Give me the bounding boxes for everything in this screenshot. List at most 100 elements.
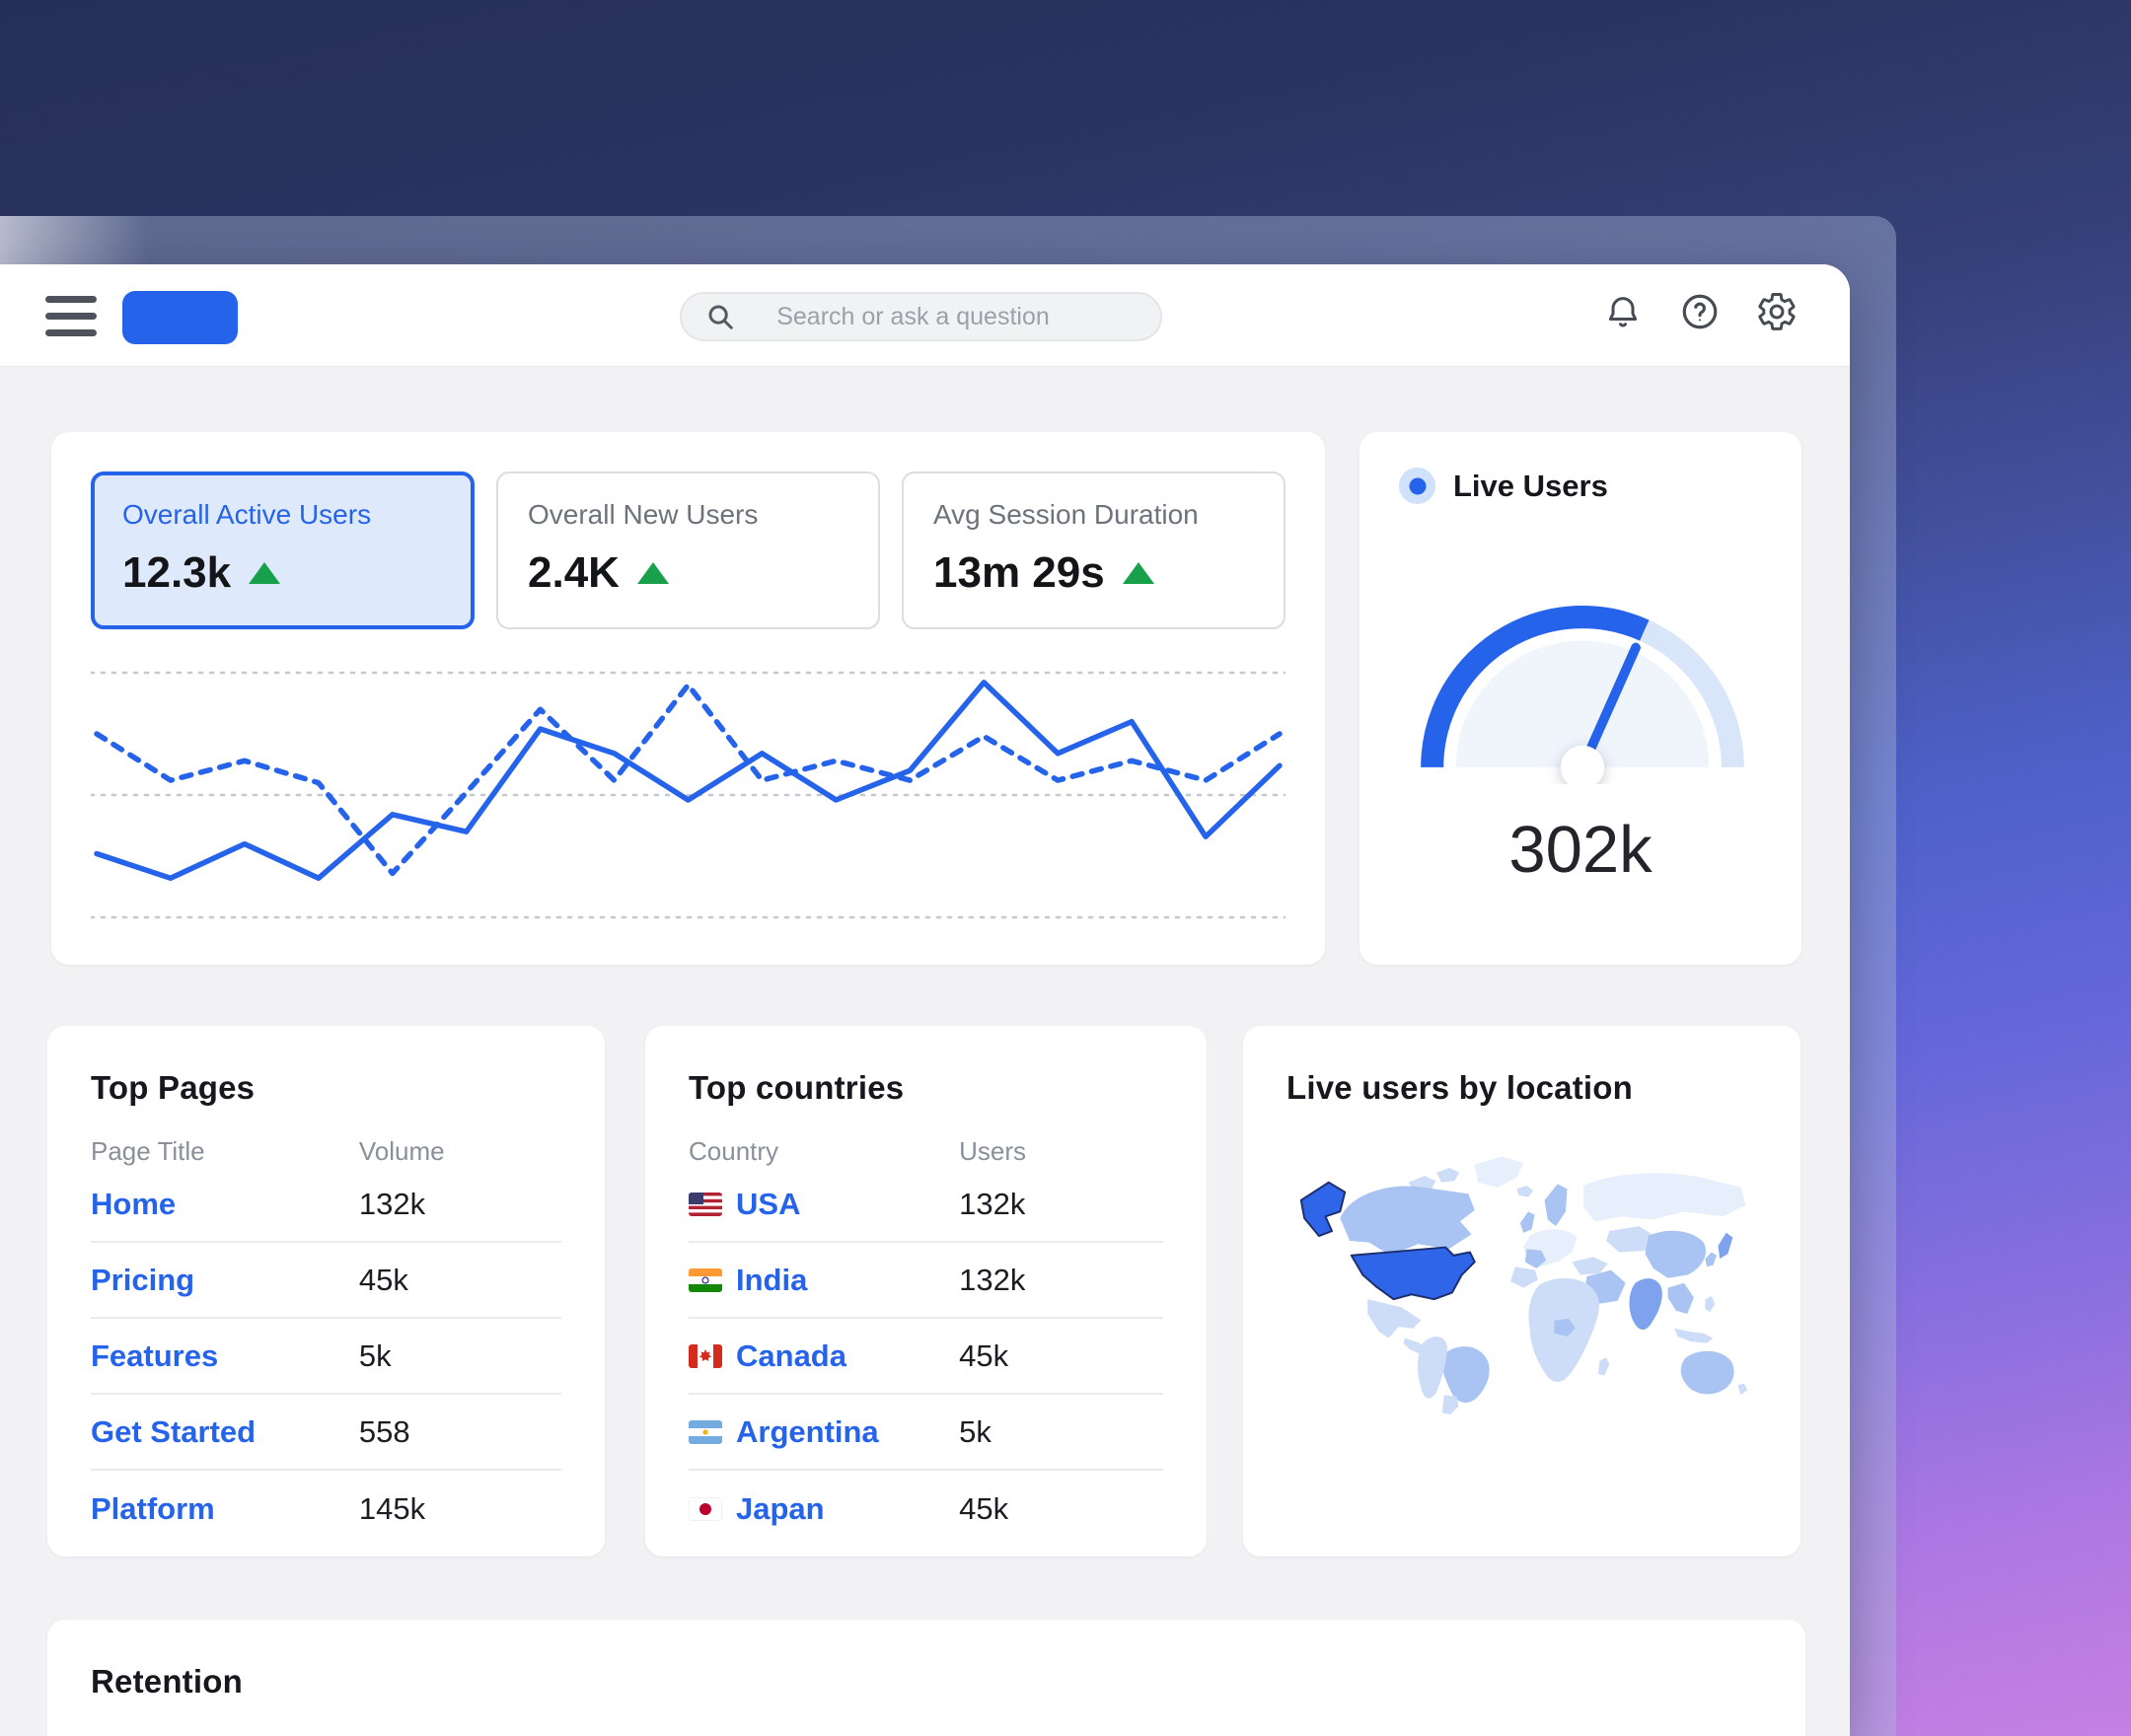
map-region-south-america-west [1418,1337,1447,1399]
trend-up-icon [636,562,669,584]
map-region-madagascar [1597,1357,1610,1376]
table-row: Platform 145k [91,1471,561,1547]
active-users-trend-chart [91,671,1286,919]
map-region-canada [1340,1186,1475,1256]
page-link-get-started[interactable]: Get Started [91,1413,257,1449]
overview-card: Overall Active Users 12.3k Overall New Use… [51,432,1325,965]
map-card-title: Live users by location [1286,1069,1634,1106]
page-volume: 5k [358,1338,392,1373]
map-region-nigeria [1554,1318,1576,1338]
country-link-india[interactable]: India [736,1262,808,1297]
country-users: 5k [959,1413,992,1449]
table-row: Features 5k [91,1319,561,1395]
top-pages-rows: Home 132k Pricing 45k Features 5k Get Started 5… [91,1167,561,1547]
map-region-brazil [1442,1346,1490,1404]
metric-tile-overall-active-users[interactable]: Overall Active Users 12.3k [91,471,475,629]
flag-in-icon [689,1267,722,1292]
map-region-australia [1680,1350,1734,1395]
country-link-canada[interactable]: Canada [736,1338,846,1373]
top-countries-title: Top countries [689,1069,905,1106]
page-volume: 558 [358,1413,410,1449]
map-region-spain [1509,1266,1538,1288]
country-users: 45k [959,1490,1009,1526]
column-header: Page Title [91,1136,205,1166]
flag-jp-icon [689,1496,722,1521]
gauge-fill [1421,606,1744,767]
metric-value: 13m 29s [933,548,1105,597]
table-row: Canada 45k [689,1319,1163,1395]
top-countries-header: Country Users [689,1136,1163,1167]
header-actions [1601,290,1799,333]
column-header: Users [959,1136,1027,1166]
page-volume: 132k [358,1186,426,1221]
map-region-mexico [1367,1299,1422,1338]
country-users: 45k [959,1338,1009,1373]
trend-up-icon [1122,562,1154,584]
app-window: Overall Active Users 12.3k Overall New Use… [0,264,1850,1736]
table-row: USA 132k [689,1167,1163,1243]
map-region-indonesia [1674,1328,1714,1343]
map-region-iceland [1516,1186,1534,1197]
country-link-usa[interactable]: USA [736,1186,801,1221]
live-users-legend: Live Users [1399,468,1762,504]
page-link-home[interactable]: Home [91,1186,177,1221]
trend-up-icon [249,562,281,584]
live-users-card: Live Users 302k [1359,432,1801,965]
help-icon[interactable] [1678,290,1722,333]
top-countries-rows: USA 132k India 132k Canada 45k Argentina 5k Japa… [689,1167,1163,1547]
bell-icon[interactable] [1601,290,1645,333]
map-region-korea [1705,1252,1717,1267]
search-input[interactable] [735,294,1160,339]
gear-icon[interactable] [1755,290,1799,333]
world-map [1299,1156,1748,1414]
metric-tile-overall-new-users[interactable]: Overall New Users 2.4K [496,471,880,629]
map-region-philippines [1705,1295,1716,1313]
country-users: 132k [959,1262,1026,1297]
metric-value: 12.3k [122,548,232,597]
metric-value: 2.4K [528,548,620,597]
page-link-platform[interactable]: Platform [91,1490,215,1526]
map-region-new-zealand [1737,1383,1748,1396]
flag-us-icon [689,1192,722,1216]
table-row: Get Started 558 [91,1395,561,1471]
page-volume: 145k [358,1490,426,1526]
metric-label: Overall New Users [528,499,759,530]
table-row: Home 132k [91,1167,561,1243]
country-link-japan[interactable]: Japan [736,1490,825,1526]
map-region-turkey-iran [1572,1257,1608,1275]
retention-card: Retention [47,1620,1805,1736]
map-region-uk [1519,1211,1535,1233]
live-users-gauge [1421,606,1744,784]
live-users-map-card: Live users by location [1243,1026,1800,1556]
map-region-france [1524,1249,1547,1268]
map-region-china [1645,1230,1707,1278]
metric-label: Avg Session Duration [933,499,1199,530]
map-region-usa [1350,1246,1476,1301]
gauge-hub [1560,745,1605,784]
top-pages-title: Top Pages [91,1069,256,1106]
legend-dot-icon [1399,468,1435,504]
map-region-scandinavia [1544,1184,1568,1227]
brand-logo[interactable] [122,291,238,344]
country-users: 132k [959,1186,1026,1221]
country-link-argentina[interactable]: Argentina [736,1413,879,1449]
table-row: Japan 45k [689,1471,1163,1547]
hamburger-menu-button[interactable] [45,296,97,337]
trend-line-solid [94,680,1283,882]
top-pages-header: Page Title Volume [91,1136,561,1167]
page-link-features[interactable]: Features [91,1338,219,1373]
app-header [0,264,1850,367]
metric-tile-avg-session-duration[interactable]: Avg Session Duration 13m 29s [902,471,1286,629]
search-icon [708,305,733,329]
page-volume: 45k [358,1262,408,1297]
flag-ar-icon [689,1419,722,1444]
map-region-se-asia [1667,1282,1694,1314]
metric-tiles: Overall Active Users 12.3k Overall New Use… [91,471,1286,629]
top-pages-card: Top Pages Page Title Volume Home 132k Pric… [47,1026,605,1556]
table-row: India 132k [689,1243,1163,1319]
search-bar[interactable] [680,292,1162,341]
retention-title: Retention [91,1663,243,1700]
column-header: Volume [358,1136,445,1166]
page-link-pricing[interactable]: Pricing [91,1262,195,1297]
